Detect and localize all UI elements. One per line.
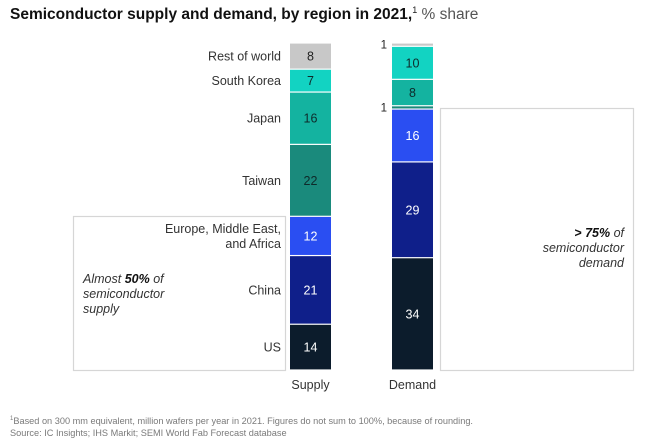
demand-annotation-suffix: of [610,226,624,240]
supply-value-label-europe-middle-east-and-africa: 12 [304,229,318,243]
footnote-text: Based on 300 mm equivalent, million wafe… [13,416,473,427]
region-label-rest-of-world: Rest of world [208,50,281,64]
supply-value-label-china: 21 [304,283,318,297]
demand-annotation-line2: semiconductor [542,241,624,255]
demand-annotation: > 75% of semiconductor demand [543,226,624,271]
supply-annotation: Almost 50% of semiconductor supply [83,272,164,317]
demand-bar-segment-south-korea [392,46,433,79]
supply-value-label-taiwan: 22 [304,174,318,188]
supply-annotation-prefix: Almost [83,272,125,286]
supply-bar-segment-japan [290,92,331,144]
supply-bar-segment-rest-of-world [290,43,331,69]
region-label-europe-middle-east-and-africa: Europe, Middle East, [165,222,281,236]
demand-annotation-value: > 75% [574,226,611,240]
supply-bar-segment-taiwan [290,144,331,216]
region-label-china: China [248,283,281,297]
supply-bar-segment-south-korea [290,69,331,92]
supply-value-label-rest-of-world: 8 [307,50,314,64]
footnote-line1: 1Based on 300 mm equivalent, million waf… [10,414,473,428]
supply-annotation-suffix: of [149,272,164,286]
supply-annotation-line2: semiconductor [83,287,165,301]
region-label-taiwan: Taiwan [242,174,281,188]
region-label-japan: Japan [247,112,281,126]
demand-value-label-china: 29 [406,203,420,217]
footnote-marker: 1 [10,416,14,422]
chart-unit: % share [417,6,479,24]
demand-bar-segment-japan [392,79,433,106]
chart-title: Semiconductor supply and demand, by regi… [10,5,478,24]
demand-value-label-europe-middle-east-and-africa: 16 [406,129,420,143]
supply-value-label-us: 14 [304,341,318,355]
demand-bar-segment-china [392,162,433,258]
demand-bar-segment-rest-of-world [392,43,433,46]
demand-value-label-rest-of-world: 1 [381,40,387,52]
supply-annotation-line3: supply [83,302,120,316]
supply-value-label-south-korea: 7 [307,74,314,88]
category-label-demand: Demand [389,378,436,392]
footnote: 1Based on 300 mm equivalent, million waf… [10,414,473,439]
footnote-source: Source: IC Insights; IHS Markit; SEMI Wo… [10,427,287,438]
demand-value-label-japan: 8 [409,86,416,100]
demand-bar-segment-europe-middle-east-and-africa [392,109,433,162]
chart-title-main: Semiconductor supply and demand, by regi… [10,6,413,24]
supply-bar-segment-europe-middle-east-and-africa [290,216,331,255]
demand-value-label-south-korea: 10 [406,56,420,70]
supply-bar-segment-us [290,324,331,370]
region-label-europe-middle-east-and-africa: and Africa [225,237,281,251]
demand-highlight-box [439,107,635,372]
region-label-south-korea: South Korea [212,74,282,88]
demand-bar-segment-taiwan [392,106,433,109]
title-footnote-marker: 1 [412,5,418,15]
demand-annotation-line3: demand [578,256,624,270]
supply-bar-segment-china [290,256,331,324]
demand-value-label-taiwan: 1 [381,102,387,114]
category-label-supply: Supply [291,378,330,392]
region-label-us: US [264,341,281,355]
demand-bar-segment-us [392,258,433,370]
supply-highlight-box [72,215,287,372]
supply-annotation-value: 50% [124,272,150,286]
demand-value-label-us: 34 [406,307,420,321]
supply-value-label-japan: 16 [304,112,318,126]
